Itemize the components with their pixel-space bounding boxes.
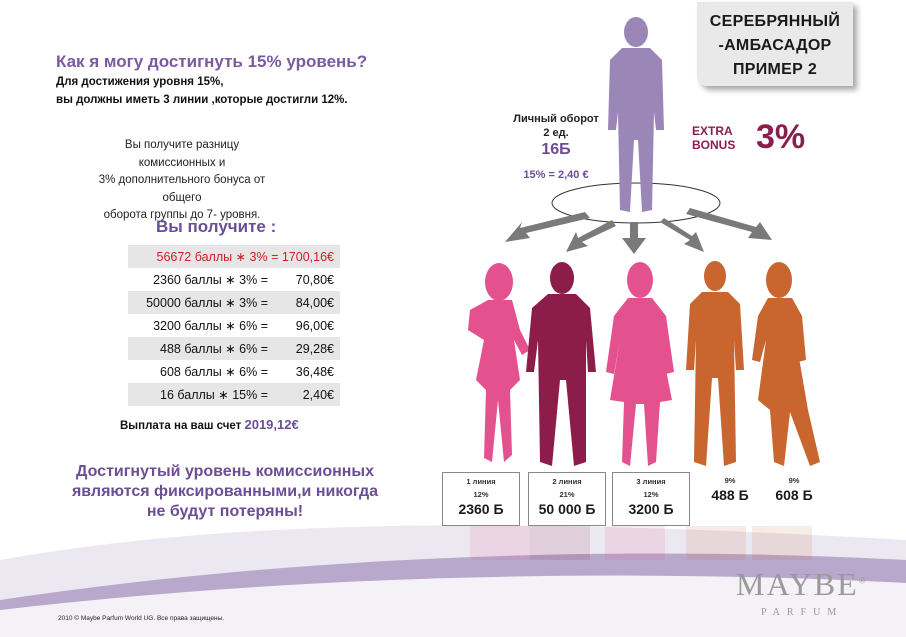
line-percent: 9% [724,476,736,485]
extra-bonus-label: EXTRA BONUS [692,124,735,152]
calc-expr: 3200 баллы ∗ 6% = [153,319,268,333]
calc-result: 96,00€ [295,318,334,333]
calc-row-total: 56672 баллы ∗ 3% = 1700,16€ [128,245,340,268]
line-percent: 12% [643,490,659,499]
payout-amount: 2019,12€ [244,417,299,432]
line-caption: 3 линия [636,477,666,486]
explain-line-2: 3% дополнительного бонуса от общего [98,174,266,204]
brand-name: MAYBE [736,566,859,602]
arrow-2 [566,220,616,252]
extra-word: EXTRA [692,124,733,138]
personal-points: 16Б [541,141,571,158]
line-box-1: 1 линия 12% 2360 Б [442,472,520,526]
badge-line-3: ПРИМЕР 2 [732,61,818,78]
line-box-3: 3 линия 12% 3200 Б [612,472,690,526]
receive-title: Вы получите : [156,217,277,236]
calc-expr: 50000 баллы ∗ 3% = [146,296,268,310]
statement-line-2: являются фиксированными,и никогда [71,483,379,500]
silhouette-man-4 [686,261,744,466]
subtitle-line-2: вы должны иметь 3 линии ,которые достигл… [56,94,348,106]
explanation-text: Вы получите разницу комиссионных и 3% до… [92,137,272,225]
line-percent: 9% [788,476,800,485]
silhouette-top-man [608,17,664,212]
arrow-1 [505,212,590,242]
copyright: 2010 © Maybe Parfum World UG. Все права … [58,615,225,622]
calc-row: 50000 баллы ∗ 3% = 84,00€ [128,291,340,314]
silhouette-man-2 [526,262,596,466]
line-box-5: 9% 608 Б [764,472,824,526]
line-caption: 2 линия [552,477,582,486]
example-badge: СЕРЕБРЯННЫЙ -АМБАСАДОР ПРИМЕР 2 [697,2,853,86]
page-title: Как я могу достигнуть 15% уровень? [56,52,368,71]
brand-logo: MAYBE® [736,566,867,603]
calc-result: 36,48€ [295,364,334,379]
calc-row: 3200 баллы ∗ 6% = 96,00€ [128,314,340,337]
brand-subtitle: PARFUM [761,607,844,618]
calc-result: 29,28€ [295,341,334,356]
footer-swoosh-white [0,575,906,637]
calc-result: 70,80€ [295,272,334,287]
calc-row: 2360 баллы ∗ 3% = 70,80€ [128,268,340,291]
line-percent: 21% [559,490,575,499]
calc-expr: 488 баллы ∗ 6% = [160,342,268,356]
calc-expr: 56672 баллы ∗ 3% = 1700,16€ [156,250,335,264]
statement-line-3: не будут потеряны! [146,503,304,520]
subtitle-line-1: Для достижения уровня 15%, [56,76,224,88]
statement-line-1: Достигнутый уровень комиссионных [76,463,374,480]
badge-line-1: СЕРЕБРЯННЫЙ [709,13,841,30]
bonus-word: BONUS [692,138,736,152]
calc-row: 16 баллы ∗ 15% = 2,40€ [128,383,340,406]
calc-expr: 2360 баллы ∗ 3% = [153,273,268,287]
badge-line-2: -АМБАСАДОР [718,37,832,54]
reflections [470,526,812,560]
arrows [505,208,772,254]
arrow-3 [622,222,646,254]
fixed-level-statement: Достигнутый уровень комиссионных являютс… [52,462,398,522]
personal-label-1: Личный оборот [513,113,599,125]
payout-label: Выплата на ваш счет [120,420,242,432]
calc-row: 608 баллы ∗ 6% = 36,48€ [128,360,340,383]
brand-mark: ® [858,575,868,586]
silhouette-woman-5 [752,262,820,466]
page-subtitle: Для достижения уровня 15%, вы должны име… [56,73,348,109]
calc-result: 84,00€ [295,295,334,310]
silhouette-woman-3 [606,262,674,466]
calc-row: 488 баллы ∗ 6% = 29,28€ [128,337,340,360]
personal-percent: 15% = 2,40 € [523,169,589,181]
line-box-2: 2 линия 21% 50 000 Б [528,472,606,526]
calc-expr: 608 баллы ∗ 6% = [160,365,268,379]
extra-bonus-value: 3% [756,118,806,156]
personal-turnover: Личный оборот 2 ед. 16Б 15% = 2,40 € [500,112,612,182]
explain-line-1: Вы получите разницу комиссионных и [124,139,240,169]
calc-expr: 16 баллы ∗ 15% = [160,388,268,402]
silhouette-woman-1 [468,263,530,462]
arrow-5 [686,208,772,240]
line-value: 488 Б [711,487,749,503]
line-value: 608 Б [775,487,813,503]
explain-line-3: оборота группы до 7- уровня. [103,209,261,221]
line-value: 3200 Б [628,501,674,517]
line-box-4: 9% 488 Б [700,472,760,526]
line-percent: 12% [473,490,489,499]
line-caption: 1 линия [466,477,496,486]
personal-label-2: 2 ед. [543,127,569,139]
arrow-4 [660,218,704,252]
calculation-table: 56672 баллы ∗ 3% = 1700,16€ 2360 баллы ∗… [128,245,340,406]
line-value: 50 000 Б [538,501,596,517]
calc-result: 2,40€ [302,387,334,402]
line-value: 2360 Б [458,501,504,517]
payout-line: Выплата на ваш счет 2019,12€ [120,417,299,432]
